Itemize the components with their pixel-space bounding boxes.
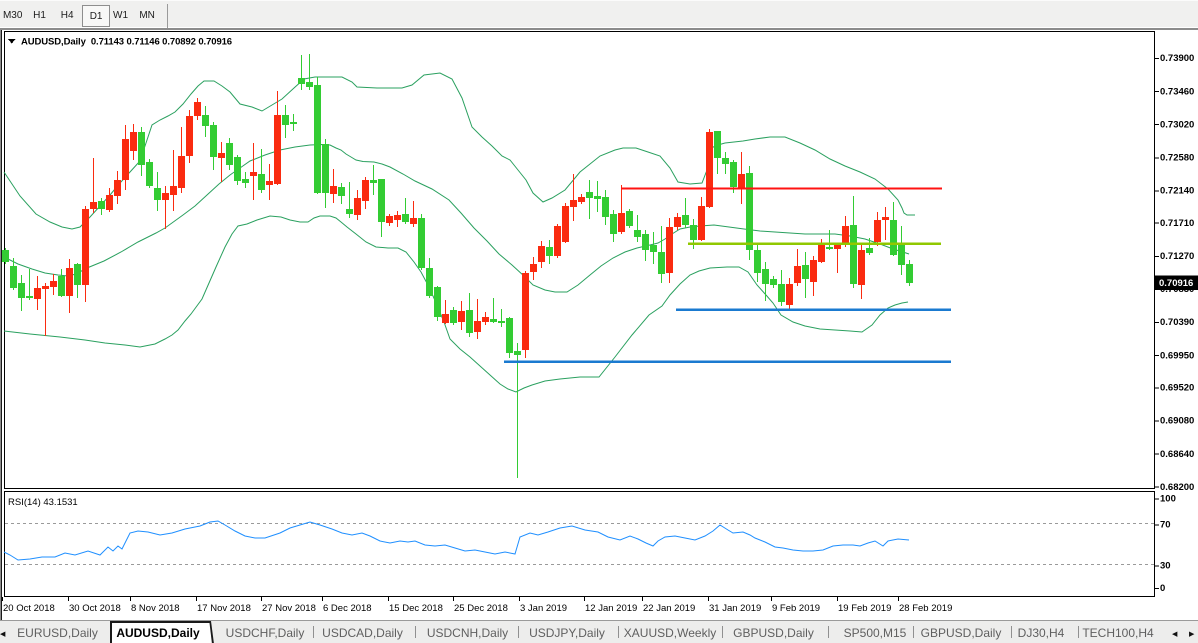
- svg-text:0.71270: 0.71270: [1160, 251, 1194, 262]
- svg-text:27 Nov 2018: 27 Nov 2018: [262, 603, 316, 614]
- svg-text:AUDUSD,Daily 0.71143 0.71146: AUDUSD,Daily 0.71143 0.71146 0.70892 0.7…: [21, 37, 232, 48]
- svg-text:0.72580: 0.72580: [1160, 153, 1194, 164]
- svg-text:9 Feb 2019: 9 Feb 2019: [772, 603, 820, 614]
- svg-text:20 Oct 2018: 20 Oct 2018: [3, 603, 55, 614]
- svg-text:6 Dec 2018: 6 Dec 2018: [323, 603, 372, 614]
- svg-text:0.69950: 0.69950: [1160, 350, 1194, 361]
- svg-text:17 Nov 2018: 17 Nov 2018: [197, 603, 251, 614]
- svg-text:0.68200: 0.68200: [1160, 482, 1194, 493]
- svg-text:0.73900: 0.73900: [1160, 53, 1194, 64]
- svg-text:0.70916: 0.70916: [1159, 278, 1193, 289]
- svg-text:0: 0: [1160, 583, 1165, 594]
- svg-text:0.73460: 0.73460: [1160, 86, 1194, 97]
- svg-text:0.72140: 0.72140: [1160, 186, 1194, 197]
- svg-text:31 Jan 2019: 31 Jan 2019: [709, 603, 761, 614]
- svg-text:15 Dec 2018: 15 Dec 2018: [389, 603, 443, 614]
- svg-text:0.71710: 0.71710: [1160, 218, 1194, 229]
- svg-text:100: 100: [1160, 494, 1176, 505]
- svg-text:0.70390: 0.70390: [1160, 317, 1194, 328]
- svg-text:RSI(14) 43.1531: RSI(14) 43.1531: [8, 497, 78, 508]
- svg-text:0.69080: 0.69080: [1160, 416, 1194, 427]
- svg-text:30 Oct 2018: 30 Oct 2018: [69, 603, 121, 614]
- svg-text:30: 30: [1160, 561, 1171, 572]
- svg-text:0.68640: 0.68640: [1160, 449, 1194, 460]
- svg-text:25 Dec 2018: 25 Dec 2018: [454, 603, 508, 614]
- svg-text:3 Jan 2019: 3 Jan 2019: [520, 603, 567, 614]
- svg-text:0.73020: 0.73020: [1160, 119, 1194, 130]
- svg-text:19 Feb 2019: 19 Feb 2019: [838, 603, 891, 614]
- svg-text:22 Jan 2019: 22 Jan 2019: [643, 603, 695, 614]
- svg-text:70: 70: [1160, 520, 1171, 531]
- svg-text:12 Jan 2019: 12 Jan 2019: [585, 603, 637, 614]
- svg-text:8 Nov 2018: 8 Nov 2018: [131, 603, 180, 614]
- svg-text:28 Feb 2019: 28 Feb 2019: [899, 603, 952, 614]
- svg-text:0.69520: 0.69520: [1160, 383, 1194, 394]
